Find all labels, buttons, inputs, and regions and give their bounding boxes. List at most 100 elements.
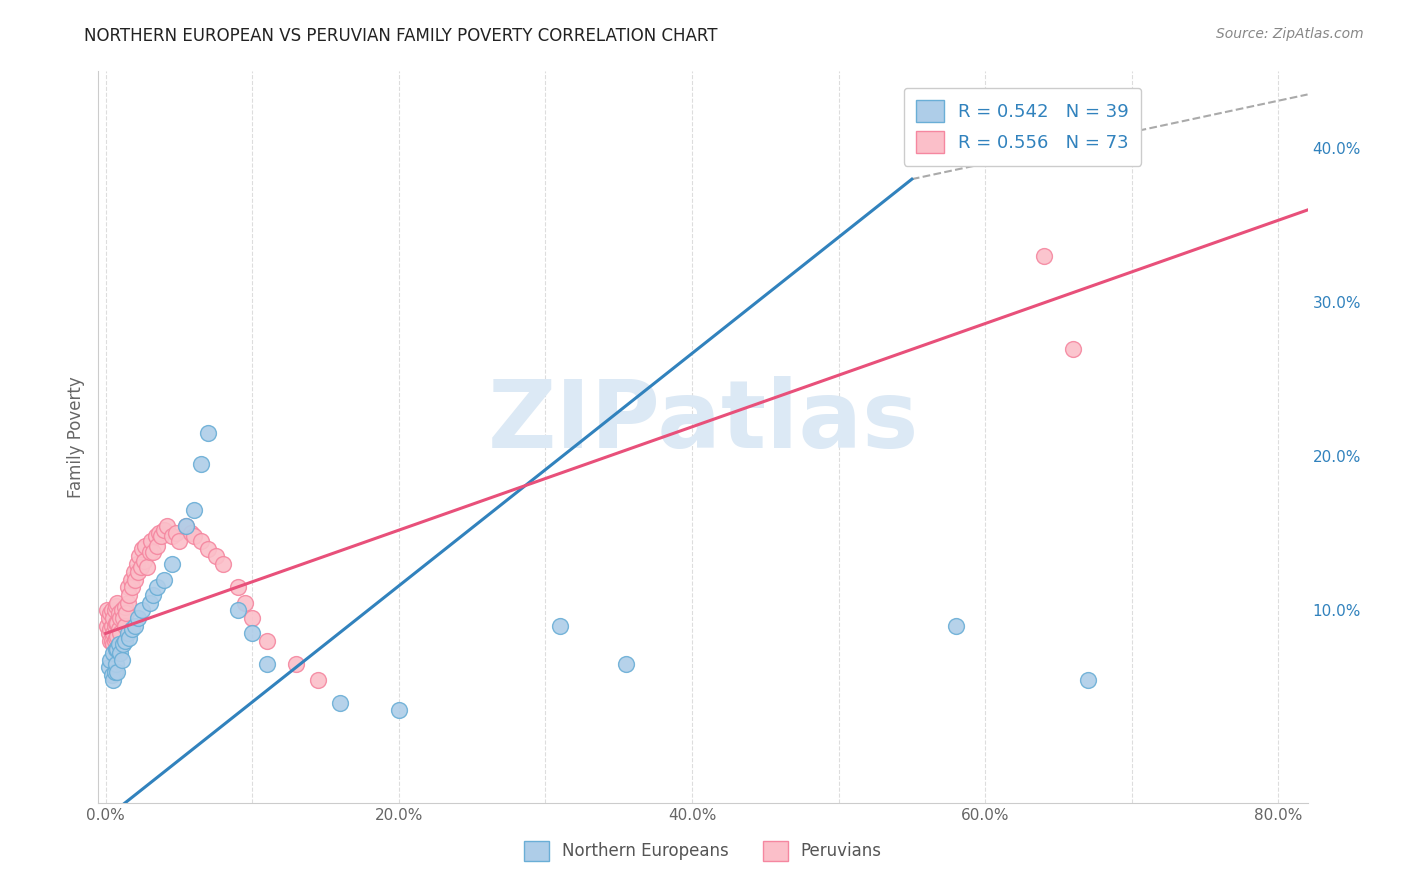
Point [256,657,278,672]
Point [117,580,139,594]
Point [176,518,198,533]
Point [108,622,131,636]
Point [103,665,125,679]
Point [107,596,129,610]
Point [121,580,143,594]
Point [103,618,125,632]
Point [111,603,134,617]
Point [114,634,136,648]
Point [96,603,118,617]
Point [240,626,263,640]
Point [146,539,169,553]
Point [197,541,219,556]
Point [131,541,153,556]
Point [98,652,121,666]
Point [132,554,155,568]
Point [135,560,157,574]
Point [183,503,205,517]
Point [98,622,121,636]
Point [97,611,120,625]
Point [110,611,132,625]
Point [142,588,165,602]
Point [129,560,152,574]
Point [107,665,129,679]
Point [100,634,122,648]
Point [115,607,138,621]
Point [105,631,128,645]
Point [118,631,141,645]
Point [100,668,122,682]
Point [160,529,183,543]
Point [114,618,136,632]
Point [100,618,122,632]
Point [153,523,176,537]
Point [1077,673,1099,687]
Point [142,545,165,559]
Point [112,637,135,651]
Point [240,611,263,625]
Point [329,696,352,710]
Point [105,615,128,630]
Point [548,618,571,632]
Point [105,657,128,672]
Point [141,534,163,549]
Point [150,529,173,543]
Point [105,599,128,613]
Point [101,647,124,661]
Point [101,611,124,625]
Point [103,603,125,617]
Point [124,618,146,632]
Point [388,703,411,717]
Point [160,557,183,571]
Point [146,580,169,594]
Point [190,534,212,549]
Point [101,673,124,687]
Point [307,673,329,687]
Point [107,641,129,656]
Point [118,588,141,602]
Point [156,518,179,533]
Point [226,580,249,594]
Point [111,652,134,666]
Point [97,626,120,640]
Point [153,573,176,587]
Point [97,660,120,674]
Point [117,626,139,640]
Point [112,611,135,625]
Point [134,539,156,553]
Point [121,622,143,636]
Point [120,573,142,587]
Point [98,607,121,621]
Point [122,565,145,579]
Point [101,626,124,640]
Point [103,634,125,648]
Point [945,618,967,632]
Point [108,637,131,651]
Point [100,603,122,617]
Point [614,657,637,672]
Point [204,549,226,564]
Point [128,549,150,564]
Point [212,557,235,571]
Text: ZIPatlas: ZIPatlas [488,376,918,468]
Point [138,545,160,559]
Point [1062,342,1084,356]
Point [98,634,121,648]
Point [285,657,308,672]
Point [110,626,132,640]
Point [165,526,187,541]
Point [233,596,256,610]
Text: Source: ZipAtlas.com: Source: ZipAtlas.com [1216,27,1364,41]
Legend: Northern Europeans, Peruvians: Northern Europeans, Peruvians [517,834,889,868]
Point [256,634,278,648]
Point [167,534,190,549]
Point [197,426,219,441]
Point [148,526,170,541]
Point [117,596,139,610]
Point [176,518,198,533]
Point [183,529,205,543]
Point [127,565,149,579]
Point [108,607,131,621]
Point [190,457,212,471]
Point [145,529,167,543]
